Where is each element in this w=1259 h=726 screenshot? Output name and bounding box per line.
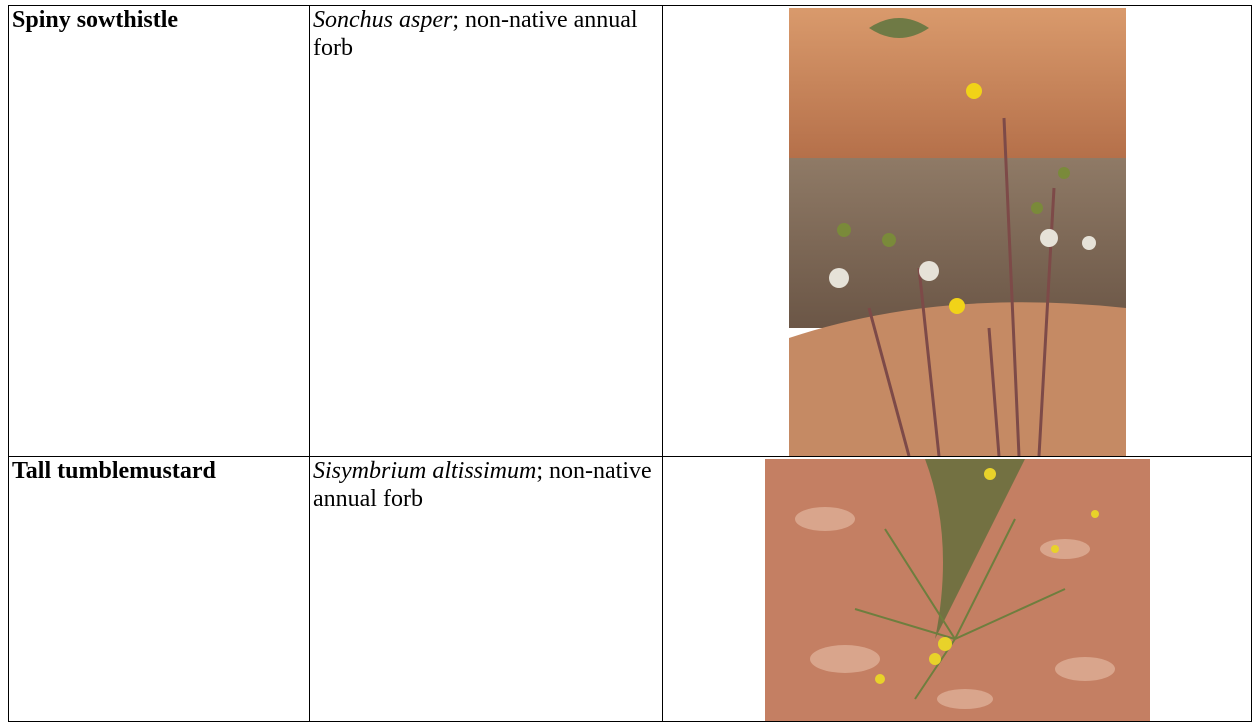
description: ; non-native annual forb [313, 7, 638, 61]
common-name-cell: Tall tumblemustard [8, 456, 310, 722]
scientific-name: Sisymbrium altissimum [313, 458, 537, 484]
scientific-name: Sonchus asper [313, 7, 453, 33]
common-name: Spiny sowthistle [12, 7, 179, 33]
common-name-cell: Spiny sowthistle [8, 5, 310, 457]
common-name: Tall tumblemustard [12, 458, 216, 484]
photo-cell [662, 456, 1252, 722]
photo [764, 459, 1150, 721]
description-cell: Sonchus asper; non-native annual forb [309, 5, 663, 457]
photo-cell [662, 5, 1252, 457]
description: ; non-native annual forb [313, 458, 652, 512]
photo [788, 8, 1126, 456]
table-row: Tall tumblemustard Sisymbrium altissimum… [8, 456, 1252, 722]
description-cell: Sisymbrium altissimum; non-native annual… [309, 456, 663, 722]
plant-table: Spiny sowthistle Sonchus asper; non-nati… [8, 5, 1252, 722]
table-row: Spiny sowthistle Sonchus asper; non-nati… [8, 5, 1252, 457]
